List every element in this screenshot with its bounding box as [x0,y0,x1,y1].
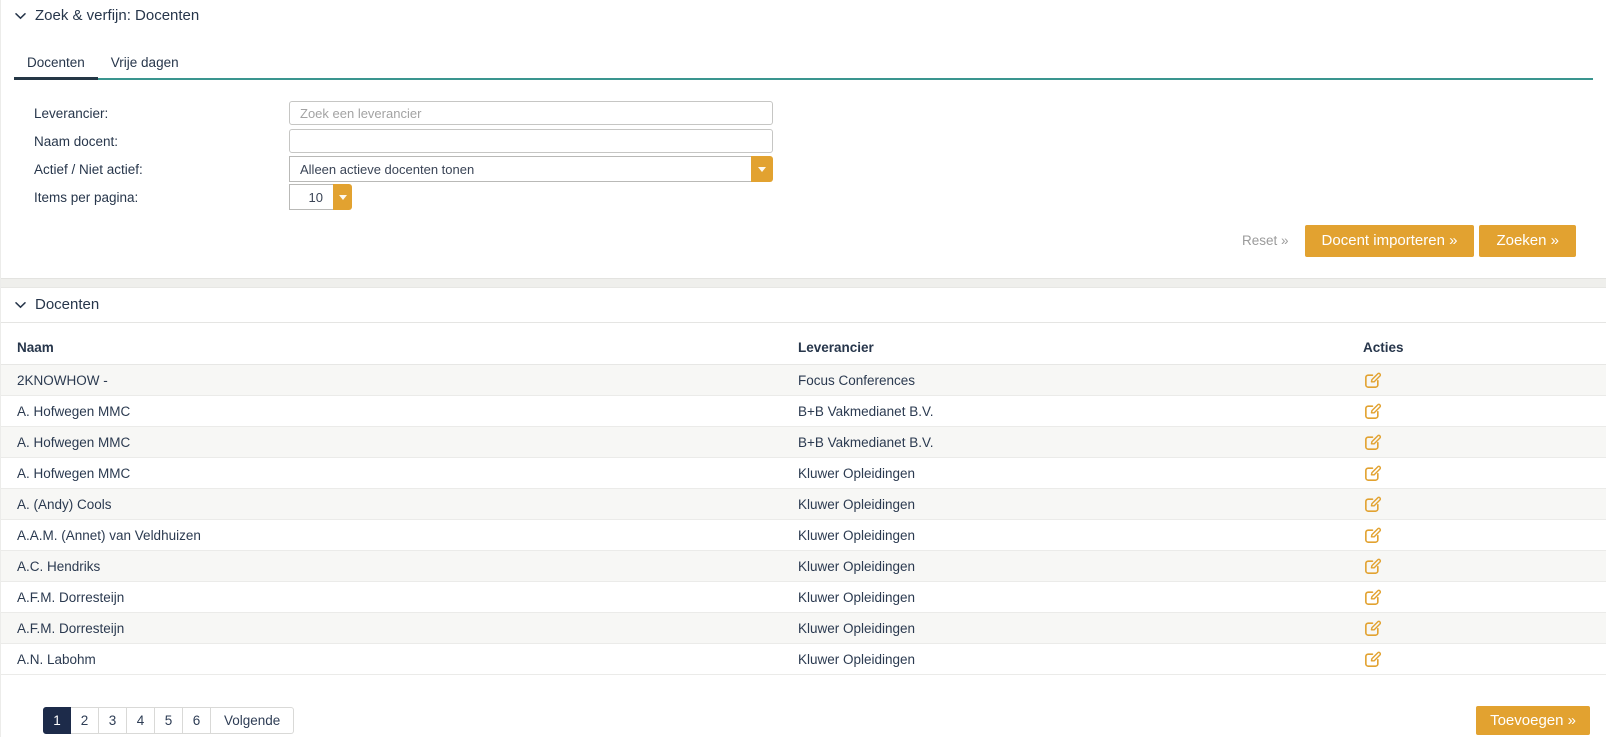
items-per-pagina-select[interactable]: 10 [289,184,352,210]
search-form: Leverancier: Naam docent: Actief / Niet … [34,101,1606,210]
cell-naam: A. Hofwegen MMC [1,426,782,458]
search-actions: Reset » Docent importeren » Zoeken » [1,224,1576,257]
edit-icon[interactable] [1363,588,1382,607]
edit-icon[interactable] [1363,650,1382,669]
table-row[interactable]: A.F.M. Dorresteijn Kluwer Opleidingen [1,581,1606,613]
edit-icon[interactable] [1363,526,1382,545]
edit-icon[interactable] [1363,619,1382,638]
actief-select[interactable]: Alleen actieve docenten tonen [289,156,773,182]
cell-naam: 2KNOWHOW - [1,364,782,396]
cell-acties [1347,643,1606,675]
search-panel-title: Zoek & verfijn: Docenten [35,7,200,24]
edit-icon[interactable] [1363,464,1382,483]
cell-leverancier: Kluwer Opleidingen [782,488,1347,520]
cell-leverancier: B+B Vakmedianet B.V. [782,426,1347,458]
cell-acties [1347,426,1606,458]
results-panel: Docenten Naam Leverancier Acties 2KNOWHO… [1,288,1606,735]
table-row[interactable]: A. (Andy) Cools Kluwer Opleidingen [1,488,1606,520]
zoeken-button[interactable]: Zoeken » [1479,224,1576,257]
pagination-page[interactable]: 5 [155,707,183,734]
cell-acties [1347,581,1606,613]
tab-bar: Docenten Vrije dagen [14,49,1593,80]
edit-icon[interactable] [1363,402,1382,421]
cell-acties [1347,395,1606,427]
actief-label: Actief / Niet actief: [34,161,143,177]
reset-link[interactable]: Reset » [1242,233,1289,248]
cell-naam: A.F.M. Dorresteijn [1,581,782,613]
table-row[interactable]: A.F.M. Dorresteijn Kluwer Opleidingen [1,612,1606,644]
table-row[interactable]: A.N. Labohm Kluwer Opleidingen [1,643,1606,675]
pagination-page[interactable]: 4 [127,707,155,734]
table-row[interactable]: A.C. Hendriks Kluwer Opleidingen [1,550,1606,582]
cell-naam: A. (Andy) Cools [1,488,782,520]
caret-down-icon[interactable] [751,156,773,182]
table-footer: 1 2 3 4 5 6 Volgende Toevoegen » [43,706,1590,735]
results-panel-header[interactable]: Docenten [1,288,1606,323]
table-row[interactable]: 2KNOWHOW - Focus Conferences [1,364,1606,396]
cell-naam: A. Hofwegen MMC [1,457,782,489]
cell-acties [1347,550,1606,582]
panel-divider [1,278,1606,288]
pagination-next[interactable]: Volgende [211,707,295,734]
naam-docent-input[interactable] [289,129,773,153]
cell-leverancier: Kluwer Opleidingen [782,581,1347,613]
cell-acties [1347,612,1606,644]
cell-naam: A.F.M. Dorresteijn [1,612,782,644]
cell-leverancier: Kluwer Opleidingen [782,612,1347,644]
items-per-pagina-label: Items per pagina: [34,189,139,205]
edit-icon[interactable] [1363,557,1382,576]
column-header-acties: Acties [1347,323,1606,365]
pagination-page[interactable]: 3 [99,707,127,734]
toevoegen-button[interactable]: Toevoegen » [1476,706,1590,735]
leverancier-input[interactable] [289,101,773,125]
cell-acties [1347,364,1606,396]
results-panel-title: Docenten [35,296,100,313]
cell-leverancier: Kluwer Opleidingen [782,643,1347,675]
cell-leverancier: Kluwer Opleidingen [782,550,1347,582]
pagination-page[interactable]: 2 [71,707,99,734]
cell-acties [1347,457,1606,489]
table-header-row: Naam Leverancier Acties [1,323,1606,365]
cell-acties [1347,519,1606,551]
column-header-naam: Naam [1,323,782,365]
cell-naam: A.N. Labohm [1,643,782,675]
column-header-leverancier: Leverancier [782,323,1347,365]
search-panel-header[interactable]: Zoek & verfijn: Docenten [1,0,1606,24]
cell-leverancier: Kluwer Opleidingen [782,519,1347,551]
cell-naam: A.A.M. (Annet) van Veldhuizen [1,519,782,551]
cell-leverancier: B+B Vakmedianet B.V. [782,395,1347,427]
docent-importeren-button[interactable]: Docent importeren » [1304,224,1475,257]
table-row[interactable]: A. Hofwegen MMC Kluwer Opleidingen [1,457,1606,489]
pagination: 1 2 3 4 5 6 Volgende [43,707,295,734]
tab-vrije-dagen[interactable]: Vrije dagen [110,55,179,70]
caret-down-icon[interactable] [333,184,352,210]
search-refine-panel: Zoek & verfijn: Docenten Docenten Vrije … [1,0,1606,278]
items-per-pagina-value: 10 [289,184,333,210]
cell-leverancier: Focus Conferences [782,364,1347,396]
chevron-down-icon [15,12,26,20]
naam-docent-label: Naam docent: [34,133,119,149]
leverancier-label: Leverancier: [34,105,109,121]
cell-acties [1347,488,1606,520]
edit-icon[interactable] [1363,433,1382,452]
pagination-page[interactable]: 1 [43,707,71,734]
edit-icon[interactable] [1363,495,1382,514]
docenten-table: Naam Leverancier Acties 2KNOWHOW - Focus… [1,323,1606,675]
table-row[interactable]: A. Hofwegen MMC B+B Vakmedianet B.V. [1,395,1606,427]
cell-naam: A. Hofwegen MMC [1,395,782,427]
pagination-page[interactable]: 6 [183,707,211,734]
cell-naam: A.C. Hendriks [1,550,782,582]
tab-docenten[interactable]: Docenten [14,49,98,80]
table-row[interactable]: A. Hofwegen MMC B+B Vakmedianet B.V. [1,426,1606,458]
table-row[interactable]: A.A.M. (Annet) van Veldhuizen Kluwer Opl… [1,519,1606,551]
edit-icon[interactable] [1363,371,1382,390]
cell-leverancier: Kluwer Opleidingen [782,457,1347,489]
actief-select-value: Alleen actieve docenten tonen [289,156,751,182]
chevron-down-icon [15,301,26,309]
